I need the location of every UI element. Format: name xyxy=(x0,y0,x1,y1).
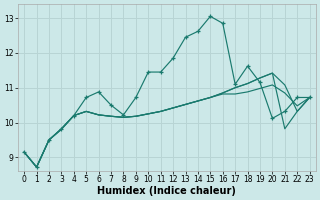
X-axis label: Humidex (Indice chaleur): Humidex (Indice chaleur) xyxy=(98,186,236,196)
